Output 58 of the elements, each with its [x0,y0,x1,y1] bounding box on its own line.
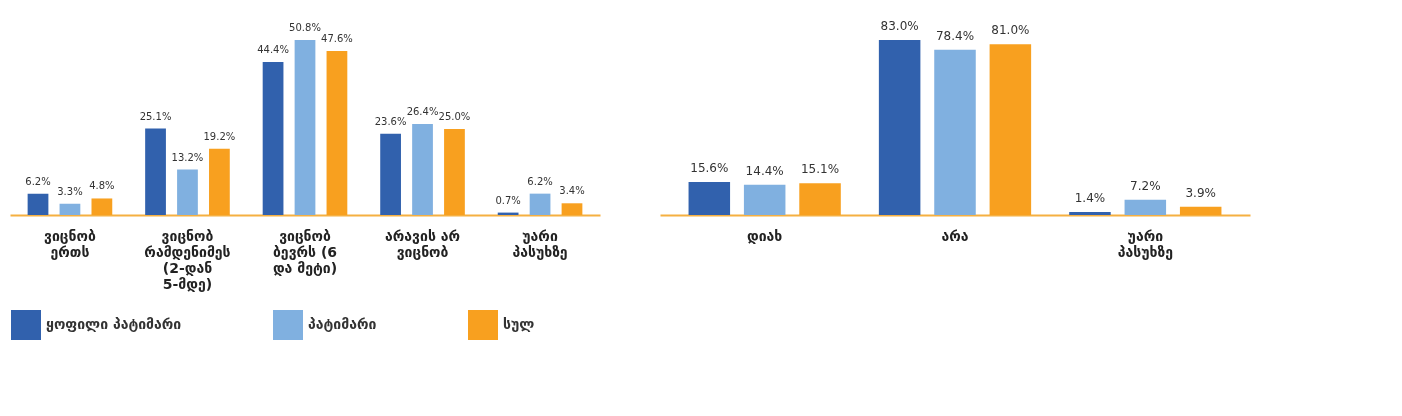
data-label: 15.1% [800,162,840,177]
x-tick-label: არავის არ ვიცნობ [385,227,460,260]
x-tick-label: უარი პასუხზე [512,227,568,260]
bar [878,40,921,215]
data-label: 3.3% [57,185,83,197]
data-label: 13.2% [171,151,204,163]
bar [209,148,230,215]
bar [989,44,1032,215]
bar [91,198,113,215]
data-label: 78.4% [935,28,975,43]
legend-label: ყოფილი პატიმარი [46,316,182,332]
bar [688,182,731,215]
legend-label: პატიმარი [308,316,377,332]
bar [326,51,348,215]
bar [294,40,316,215]
x-tick-label: დიახ [747,227,783,244]
bar [1179,206,1222,215]
data-label: 26.4% [406,106,439,118]
bar [561,203,583,215]
data-label: 1.4% [1074,191,1106,206]
data-label: 6.2% [527,175,553,187]
bar [743,184,786,215]
data-label: 15.6% [690,161,729,176]
bar [59,203,81,215]
data-label: 44.4% [257,44,289,56]
bar [27,193,49,215]
data-label: 47.6% [321,33,353,45]
x-tick-label: უარი პასუხზე [1117,227,1173,260]
data-label: 81.0% [991,23,1030,38]
data-label: 19.2% [203,130,236,142]
data-label: 7.2% [1130,178,1161,193]
bar [177,169,198,215]
bar [444,128,465,215]
bar [934,49,976,215]
data-label: 0.7% [495,194,521,206]
bar [1069,212,1111,215]
x-tick-label: არა [941,227,969,244]
x-tick-label: ვიცნობ ბევრს (6 და მეტი) [272,227,338,276]
data-label: 3.4% [559,185,585,197]
data-label: 25.0% [438,110,471,122]
data-label: 23.6% [374,115,407,127]
x-tick-label: ვიცნობ რამდენიმეს (2-დან 5-მდე) [144,227,231,292]
x-tick-label: ვიცნობ ერთს [44,227,96,260]
data-label: 50.8% [289,22,321,33]
bar [145,128,166,215]
legend-label: სულ [503,316,535,332]
data-label: 4.8% [89,180,115,192]
bar [412,124,433,215]
bar [380,133,401,215]
bar [1124,199,1167,215]
data-label: 3.9% [1185,185,1216,200]
bar [799,183,841,215]
data-label: 6.2% [25,175,51,187]
bar [262,62,284,215]
bar [529,193,551,215]
data-label: 14.4% [745,163,784,178]
data-label: 83.0% [880,19,919,33]
data-label: 25.1% [139,110,172,122]
